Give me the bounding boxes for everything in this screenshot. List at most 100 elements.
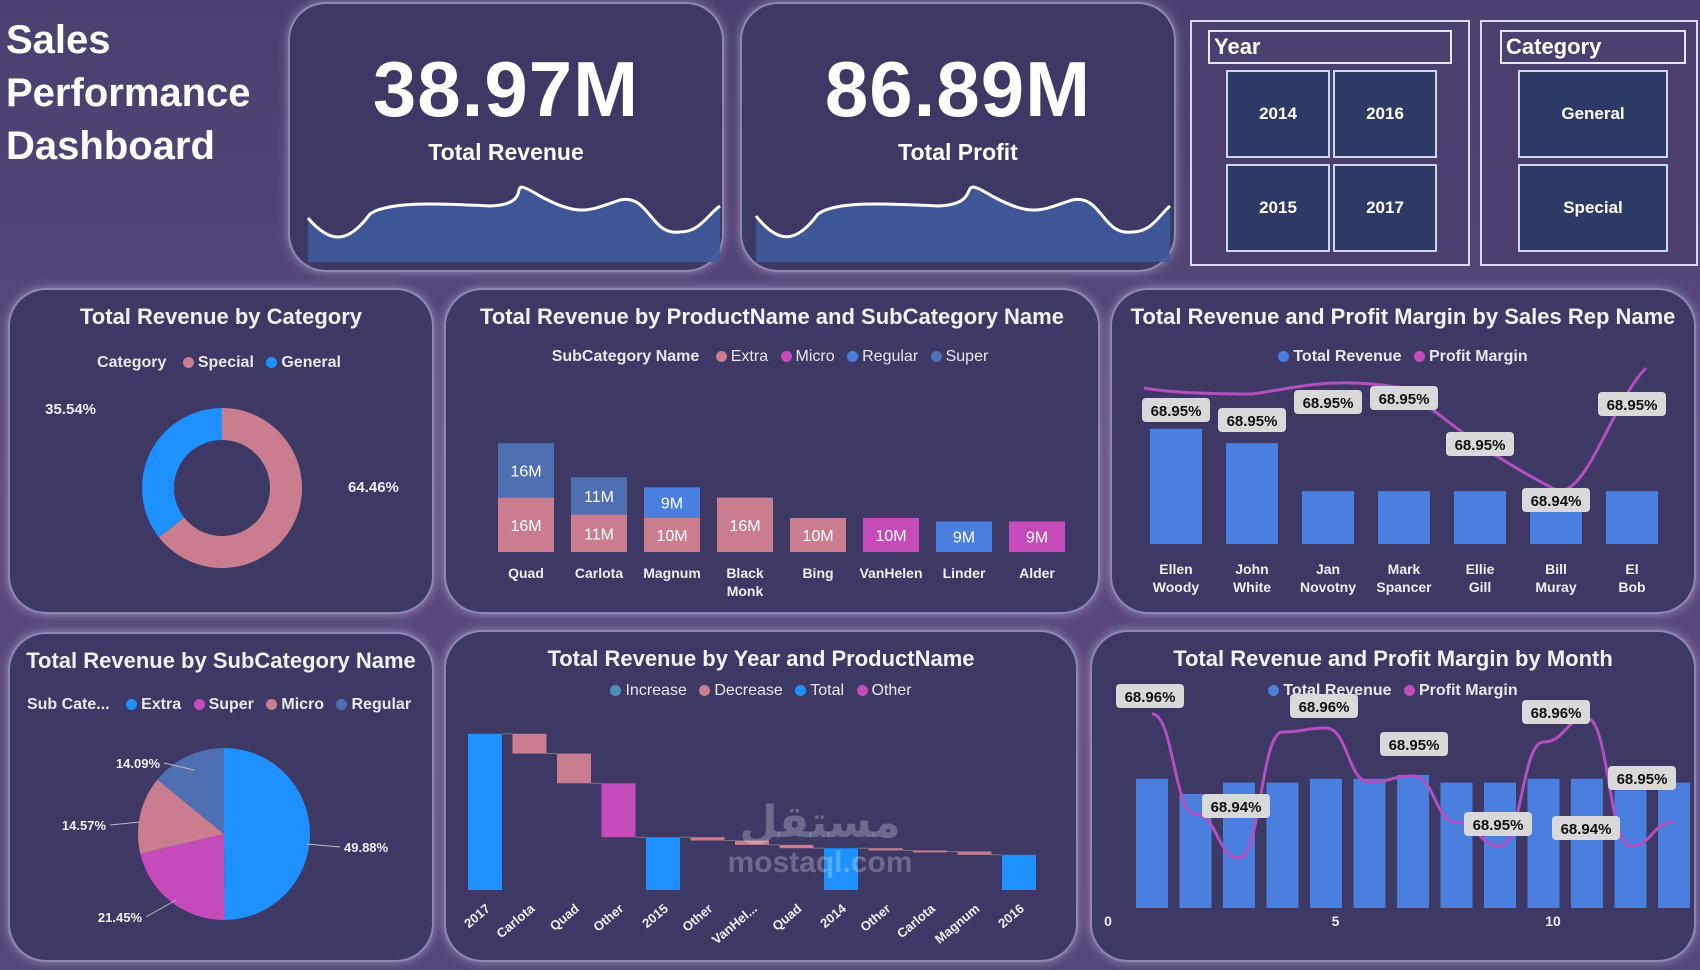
x-tick-label: VanHelen [859, 565, 922, 581]
data-label-bg [1202, 794, 1270, 818]
category-option-general[interactable]: General [1518, 70, 1668, 158]
stack-bar-segment [644, 518, 700, 552]
data-label-bg [1464, 812, 1532, 836]
category-donut-chart: 64.46% 35.54% [45, 401, 399, 568]
stack-bar-segment [571, 514, 627, 552]
legend-title: SubCategory Name [551, 348, 700, 365]
rep-revenue-bar [1226, 443, 1278, 544]
year-option-2015[interactable]: 2015 [1226, 164, 1330, 252]
waterfall-bar [779, 844, 814, 849]
legend-dot [610, 685, 622, 696]
pie-leader-line [145, 899, 177, 918]
line-data-label: 68.94% [1211, 799, 1262, 816]
data-label-bg [1446, 432, 1514, 456]
month-revenue-bar [1266, 782, 1299, 908]
legend-label: Total [810, 682, 845, 699]
line-data-label: 68.96% [1531, 705, 1582, 722]
bar-data-label: 10M [802, 528, 833, 545]
year-slicer-title: Year [1208, 30, 1452, 64]
kpi-card-revenue: 38.97M Total Revenue [288, 2, 724, 272]
year-slicer: Year 2014 2016 2015 2017 [1190, 20, 1470, 266]
subcat-pie-chart: 49.88% 21.45% 14.57% 14.09% [62, 748, 389, 925]
waterfall-bar [557, 753, 591, 784]
x-tick-label: Other [590, 901, 626, 935]
legend-label: Super [945, 348, 989, 365]
legend-item: Special [182, 354, 254, 371]
watermark-arabic: مستقل [739, 798, 901, 847]
year-option-2014[interactable]: 2014 [1226, 70, 1330, 158]
waterfall-bar [735, 840, 769, 845]
bar-data-label: 10M [875, 528, 906, 545]
x-tick-label: Quad [769, 901, 804, 934]
x-tick-label: Ellie [1466, 561, 1495, 577]
line-data-label: 68.95% [1227, 413, 1278, 430]
subcat-pie-card: Total Revenue by SubCategory Name Sub Ca… [8, 632, 434, 962]
line-data-label: 68.95% [1379, 391, 1430, 408]
donut-slice-special [158, 408, 303, 568]
legend-dot [699, 685, 711, 696]
category-option-special[interactable]: Special [1518, 164, 1668, 252]
x-tick-label: Black [726, 565, 764, 581]
data-label-bg [1522, 700, 1590, 724]
line-data-label: 68.94% [1531, 493, 1582, 510]
legend-dot [1413, 351, 1425, 362]
x-tick-label: John [1235, 561, 1268, 577]
stack-bar-segment [571, 477, 627, 515]
bar-data-label: 16M [729, 518, 760, 535]
line-data-label: 68.95% [1473, 817, 1524, 834]
legend-item: Regular [336, 696, 411, 713]
data-label-bg [1380, 732, 1448, 756]
x-tick-label: Bill [1545, 561, 1567, 577]
legend-item: Extra [715, 348, 768, 365]
stack-bar-segment [863, 518, 919, 552]
product-sub-title: Total Revenue by ProductName and SubCate… [480, 304, 1064, 329]
legend-dot [715, 351, 727, 362]
legend-label: Micro [281, 696, 325, 713]
bar-data-label: 16M [510, 463, 541, 480]
x-tick-label: Muray [1535, 579, 1576, 595]
salesrep-chart: Ellen Woody John White Jan Novotny Mark Spancer… [1142, 366, 1666, 595]
waterfall-bar [690, 837, 725, 841]
rep-revenue-bar [1606, 491, 1658, 544]
category-donut-title: Total Revenue by Category [80, 304, 362, 329]
legend-dot [930, 351, 942, 362]
data-label-bg [1522, 488, 1590, 512]
legend-label: Regular [351, 696, 412, 713]
legend-label: Regular [862, 348, 919, 365]
x-tick-label: 2016 [995, 901, 1027, 931]
pie-data-label: 21.45% [98, 910, 143, 925]
pie-slice-micro [138, 779, 224, 854]
month-revenue-bar [1136, 778, 1168, 908]
bar-data-label: 9M [1026, 530, 1048, 547]
waterfall-bar [1002, 854, 1036, 890]
year-option-2017[interactable]: 2017 [1333, 164, 1437, 252]
legend-title: Sub Cate... [26, 696, 110, 713]
page-title-line3: Dashboard [6, 124, 215, 168]
kpi-revenue-value: 38.97M [372, 45, 640, 133]
legend-dot [856, 685, 868, 696]
legend-item: Total [795, 682, 844, 699]
legend-label: Super [208, 696, 254, 713]
pie-data-label: 14.57% [62, 818, 107, 833]
kpi-revenue-sparkline [306, 185, 721, 262]
legend-dot [266, 699, 278, 710]
category-slicer: Category General Special [1480, 20, 1698, 266]
legend-label: Other [871, 682, 912, 699]
legend-label: Profit Margin [1418, 682, 1518, 699]
legend-dot [1278, 351, 1290, 362]
pie-leader-line [109, 821, 141, 826]
pie-slice-regular [157, 748, 224, 834]
x-tick-label: Quad [508, 565, 544, 581]
profit-margin-line [1151, 712, 1675, 860]
waterfall-card: Total Revenue by Year and ProductName In… [444, 630, 1078, 962]
donut-slice-general [142, 408, 222, 538]
month-title: Total Revenue and Profit Margin by Month [1173, 646, 1613, 671]
stack-bar-segment [644, 487, 700, 518]
year-option-2016[interactable]: 2016 [1333, 70, 1437, 158]
category-donut-card: Total Revenue by Category Category Speci… [8, 288, 434, 614]
legend-item: General [266, 354, 341, 371]
legend-item: Micro [266, 696, 324, 713]
salesrep-title: Total Revenue and Profit Margin by Sales… [1130, 304, 1676, 329]
product-sub-card: Total Revenue by ProductName and SubCate… [444, 288, 1100, 614]
